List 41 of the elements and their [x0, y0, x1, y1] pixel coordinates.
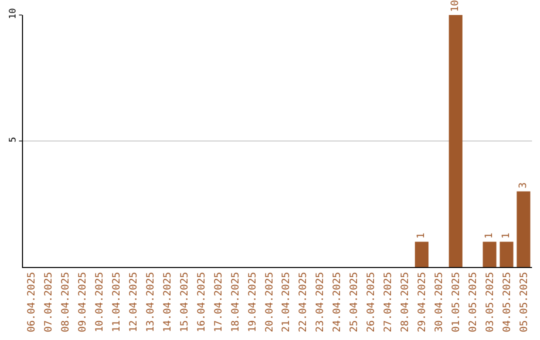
data-label: 10: [450, 0, 462, 12]
data-label: 1: [416, 232, 428, 239]
x-tick-label: 05.05.2025: [518, 272, 530, 332]
x-tick-label: 04.05.2025: [502, 272, 513, 332]
x-tick-label: 30.04.2025: [434, 272, 445, 332]
bar: [448, 15, 462, 267]
data-label: 3: [518, 182, 530, 188]
data-label: 1: [501, 232, 512, 239]
data-label: 1: [484, 232, 496, 239]
x-tick-label: 20.04.2025: [264, 272, 276, 332]
x-tick-label: 06.04.2025: [26, 272, 38, 332]
x-tick-label: 07.04.2025: [44, 272, 55, 332]
x-tick-label: 25.04.2025: [349, 272, 360, 332]
x-tick-label: 09.04.2025: [78, 272, 89, 332]
x-tick-label: 08.04.2025: [60, 272, 72, 332]
x-tick-label: 22.04.2025: [298, 272, 310, 332]
x-tick-label: 02.05.2025: [468, 272, 479, 332]
x-tick-label: 12.04.2025: [128, 272, 140, 332]
x-tick-label: 24.04.2025: [332, 272, 344, 332]
bar: [500, 242, 514, 267]
x-tick-label: 13.04.2025: [146, 272, 156, 332]
x-tick-label: 19.04.2025: [247, 272, 258, 332]
x-tick-label: 21.04.2025: [281, 272, 292, 332]
x-tick-label: 14.04.2025: [162, 272, 174, 332]
x-tick-label: 26.04.2025: [366, 272, 378, 332]
bar: [516, 191, 530, 267]
x-tick-label: 28.04.2025: [400, 272, 411, 332]
x-tick-label: 15.04.2025: [179, 272, 190, 332]
x-tick-label: 16.04.2025: [196, 272, 208, 332]
x-tick-label: 23.04.2025: [315, 272, 326, 332]
x-tick-label: 10.04.2025: [94, 272, 106, 332]
x-tick-label: 11.04.2025: [112, 272, 123, 332]
x-tick-label: 27.04.2025: [383, 272, 394, 332]
x-tick-label: 18.04.2025: [230, 272, 242, 332]
x-tick-label: 03.05.2025: [484, 272, 496, 332]
x-tick-label: 29.04.2025: [416, 272, 428, 332]
bar: [414, 242, 428, 267]
x-tick-label: 17.04.2025: [213, 272, 224, 332]
x-tick-label: 01.05.2025: [450, 272, 462, 332]
bar: [482, 242, 496, 267]
y-tick-label: 5: [8, 136, 18, 142]
